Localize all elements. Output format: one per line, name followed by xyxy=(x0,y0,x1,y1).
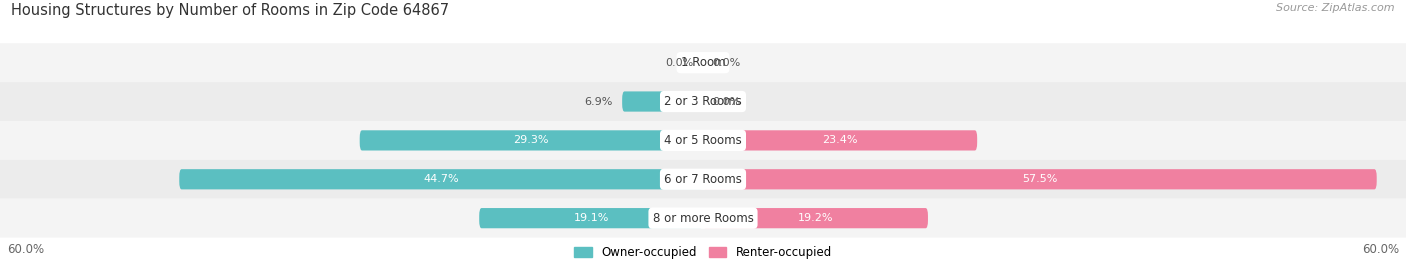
FancyBboxPatch shape xyxy=(479,208,703,228)
Text: 60.0%: 60.0% xyxy=(1362,243,1399,256)
FancyBboxPatch shape xyxy=(703,169,1376,189)
Text: 19.1%: 19.1% xyxy=(574,213,609,223)
FancyBboxPatch shape xyxy=(0,160,1406,199)
FancyBboxPatch shape xyxy=(0,199,1406,238)
Text: 19.2%: 19.2% xyxy=(797,213,834,223)
Text: Source: ZipAtlas.com: Source: ZipAtlas.com xyxy=(1277,3,1395,13)
FancyBboxPatch shape xyxy=(703,130,977,150)
Legend: Owner-occupied, Renter-occupied: Owner-occupied, Renter-occupied xyxy=(569,242,837,264)
FancyBboxPatch shape xyxy=(0,82,1406,121)
Text: 2 or 3 Rooms: 2 or 3 Rooms xyxy=(664,95,742,108)
Text: 4 or 5 Rooms: 4 or 5 Rooms xyxy=(664,134,742,147)
Text: Housing Structures by Number of Rooms in Zip Code 64867: Housing Structures by Number of Rooms in… xyxy=(11,3,450,18)
Text: 6.9%: 6.9% xyxy=(585,96,613,107)
FancyBboxPatch shape xyxy=(180,169,703,189)
Text: 44.7%: 44.7% xyxy=(423,174,458,184)
Text: 8 or more Rooms: 8 or more Rooms xyxy=(652,212,754,225)
Text: 0.0%: 0.0% xyxy=(713,58,741,68)
Text: 60.0%: 60.0% xyxy=(7,243,44,256)
Text: 0.0%: 0.0% xyxy=(713,96,741,107)
FancyBboxPatch shape xyxy=(703,208,928,228)
Text: 1 Room: 1 Room xyxy=(681,56,725,69)
FancyBboxPatch shape xyxy=(621,92,703,112)
Text: 23.4%: 23.4% xyxy=(823,135,858,146)
Text: 6 or 7 Rooms: 6 or 7 Rooms xyxy=(664,173,742,186)
Text: 0.0%: 0.0% xyxy=(665,58,693,68)
FancyBboxPatch shape xyxy=(0,43,1406,82)
Text: 29.3%: 29.3% xyxy=(513,135,550,146)
FancyBboxPatch shape xyxy=(0,121,1406,160)
FancyBboxPatch shape xyxy=(360,130,703,150)
Text: 57.5%: 57.5% xyxy=(1022,174,1057,184)
